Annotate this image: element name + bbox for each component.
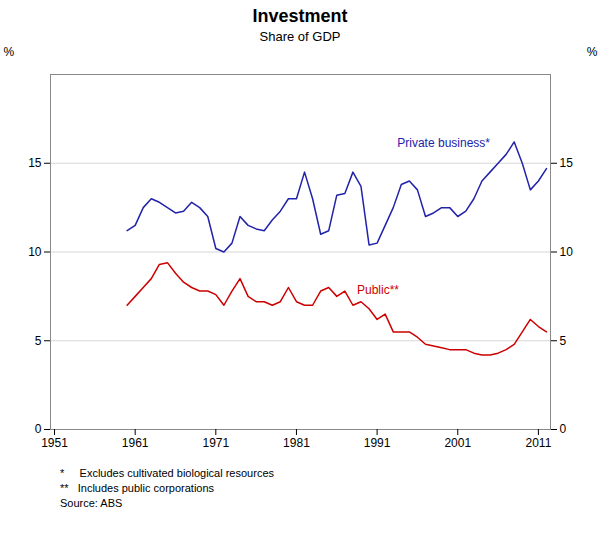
- svg-text:1981: 1981: [283, 436, 310, 450]
- svg-text:%: %: [4, 45, 15, 59]
- svg-text:1991: 1991: [364, 436, 391, 450]
- html-text:Share of GDP: Share of GDP: [259, 29, 341, 44]
- svg-text:1971: 1971: [202, 436, 229, 450]
- svg-text:0: 0: [560, 422, 567, 436]
- svg-text:2001: 2001: [444, 436, 471, 450]
- svg-text:5: 5: [560, 334, 567, 348]
- html-text:** Includes public corporation: ** Includes public corporations: [60, 482, 215, 494]
- svg-text:1961: 1961: [122, 436, 149, 450]
- svg-text:0: 0: [35, 422, 42, 436]
- svg-text:15: 15: [560, 156, 574, 170]
- svg-text:%: %: [587, 45, 598, 59]
- svg-text:10: 10: [560, 245, 574, 259]
- html-text:* Excludes cultivated biologic: * Excludes cultivated biological resourc…: [60, 467, 274, 479]
- svg-text:2011: 2011: [525, 436, 551, 450]
- html-text:Investment: Investment: [252, 6, 348, 26]
- svg-text:5: 5: [35, 334, 42, 348]
- svg-text:1951: 1951: [41, 436, 68, 450]
- svg-text:10: 10: [28, 245, 42, 259]
- svg-text:Private business*: Private business*: [397, 136, 490, 150]
- svg-text:15: 15: [28, 156, 42, 170]
- svg-text:Public**: Public**: [357, 283, 399, 297]
- html-text:Source: ABS: Source: ABS: [60, 497, 123, 509]
